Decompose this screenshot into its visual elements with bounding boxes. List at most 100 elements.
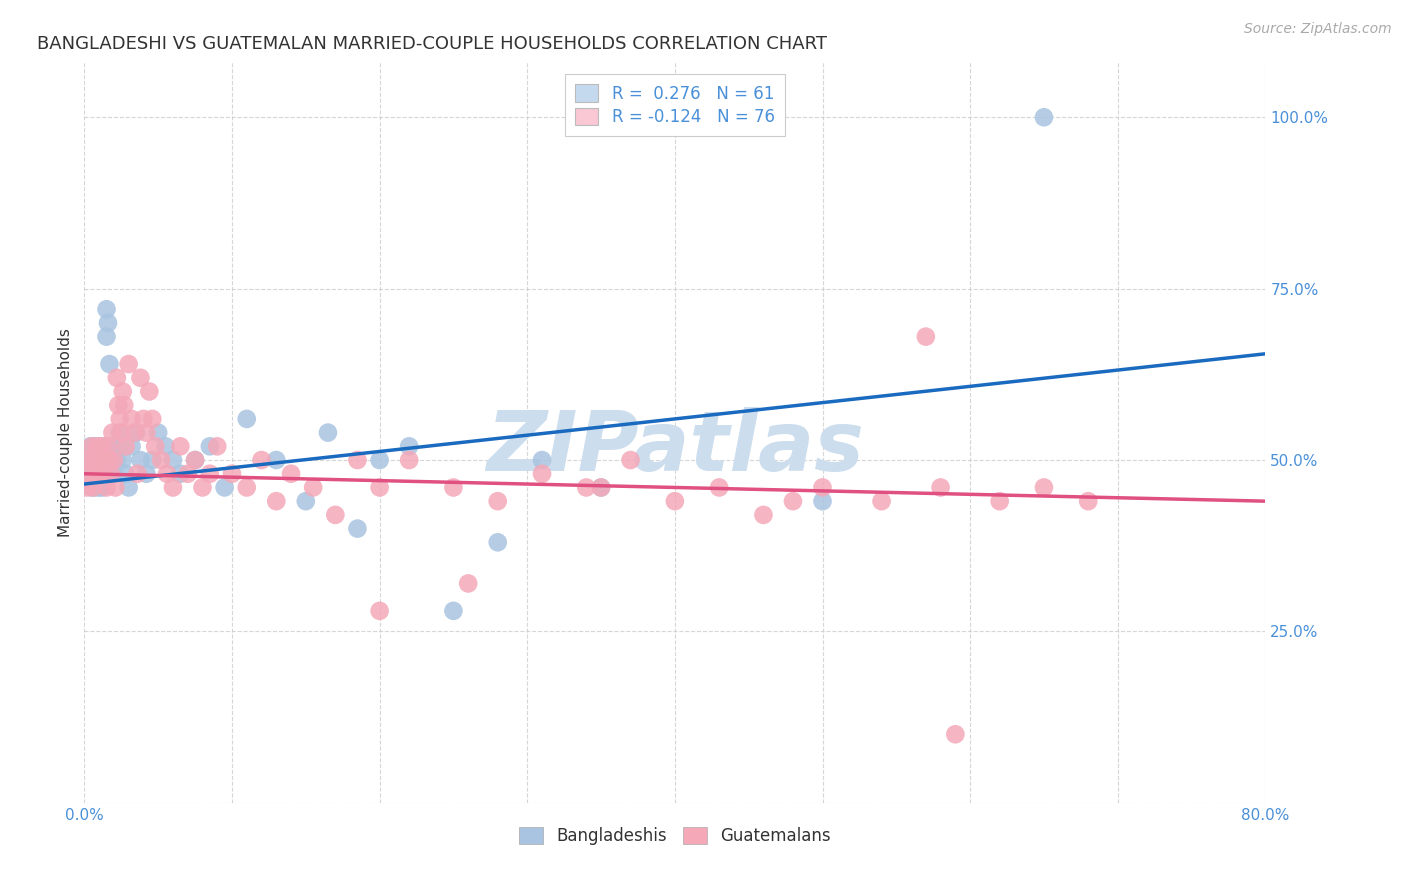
Point	[105, 453, 128, 467]
Point	[114, 467, 136, 481]
Point	[108, 425, 131, 440]
Point	[111, 453, 134, 467]
Point	[295, 494, 318, 508]
Point	[129, 453, 152, 467]
Point	[443, 604, 465, 618]
Point	[127, 467, 149, 481]
Point	[398, 453, 420, 467]
Point	[135, 467, 157, 481]
Y-axis label: Married-couple Households: Married-couple Households	[58, 328, 73, 537]
Point	[93, 439, 115, 453]
Point	[77, 453, 100, 467]
Point	[141, 412, 163, 426]
Point	[325, 508, 347, 522]
Point	[97, 439, 120, 453]
Point	[93, 467, 115, 481]
Point	[93, 453, 115, 467]
Point	[346, 522, 368, 536]
Point	[86, 439, 108, 453]
Point	[98, 453, 121, 467]
Point	[148, 425, 170, 440]
Text: ZIPatlas: ZIPatlas	[486, 407, 863, 488]
Point	[214, 480, 236, 494]
Point	[114, 439, 136, 453]
Point	[198, 439, 221, 453]
Point	[91, 439, 114, 453]
Point	[76, 453, 98, 467]
Point	[811, 480, 834, 494]
Point	[236, 480, 259, 494]
Point	[100, 439, 122, 453]
Point	[105, 371, 128, 385]
Point	[91, 480, 114, 494]
Point	[486, 494, 509, 508]
Point	[486, 535, 509, 549]
Point	[103, 453, 125, 467]
Point	[236, 412, 259, 426]
Point	[84, 453, 107, 467]
Point	[103, 467, 125, 481]
Point	[87, 480, 111, 494]
Point	[86, 453, 108, 467]
Point	[84, 439, 107, 453]
Point	[129, 371, 152, 385]
Point	[118, 480, 141, 494]
Point	[368, 480, 391, 494]
Point	[169, 439, 191, 453]
Point	[443, 480, 465, 494]
Point	[104, 439, 127, 453]
Point	[221, 467, 243, 481]
Point	[177, 467, 200, 481]
Point	[398, 439, 420, 453]
Point	[162, 480, 184, 494]
Point	[111, 384, 134, 399]
Point	[591, 480, 613, 494]
Point	[77, 467, 100, 481]
Point	[915, 329, 938, 343]
Point	[280, 467, 302, 481]
Point	[1033, 110, 1056, 124]
Point	[98, 357, 121, 371]
Point	[91, 453, 114, 467]
Point	[96, 302, 118, 317]
Point	[531, 453, 554, 467]
Point	[782, 494, 804, 508]
Point	[97, 316, 120, 330]
Point	[150, 453, 173, 467]
Point	[1077, 494, 1099, 508]
Point	[988, 494, 1011, 508]
Point	[591, 480, 613, 494]
Point	[83, 480, 105, 494]
Point	[207, 439, 229, 453]
Point	[143, 439, 166, 453]
Text: BANGLADESHI VS GUATEMALAN MARRIED-COUPLE HOUSEHOLDS CORRELATION CHART: BANGLADESHI VS GUATEMALAN MARRIED-COUPLE…	[37, 35, 827, 53]
Point	[94, 453, 117, 467]
Point	[79, 467, 101, 481]
Point	[121, 412, 143, 426]
Point	[266, 453, 288, 467]
Point	[76, 480, 98, 494]
Point	[162, 453, 184, 467]
Point	[1033, 480, 1056, 494]
Point	[156, 467, 179, 481]
Point	[368, 453, 391, 467]
Point	[709, 480, 731, 494]
Text: Source: ZipAtlas.com: Source: ZipAtlas.com	[1244, 22, 1392, 37]
Point	[198, 467, 221, 481]
Point	[155, 439, 177, 453]
Point	[80, 439, 103, 453]
Point	[101, 453, 124, 467]
Point	[110, 425, 132, 440]
Point	[302, 480, 325, 494]
Point	[457, 576, 479, 591]
Point	[90, 467, 112, 481]
Point	[945, 727, 967, 741]
Point	[811, 494, 834, 508]
Point	[125, 425, 148, 440]
Point	[80, 480, 103, 494]
Point	[870, 494, 893, 508]
Point	[80, 453, 103, 467]
Point	[86, 467, 108, 481]
Point	[531, 467, 554, 481]
Point	[929, 480, 952, 494]
